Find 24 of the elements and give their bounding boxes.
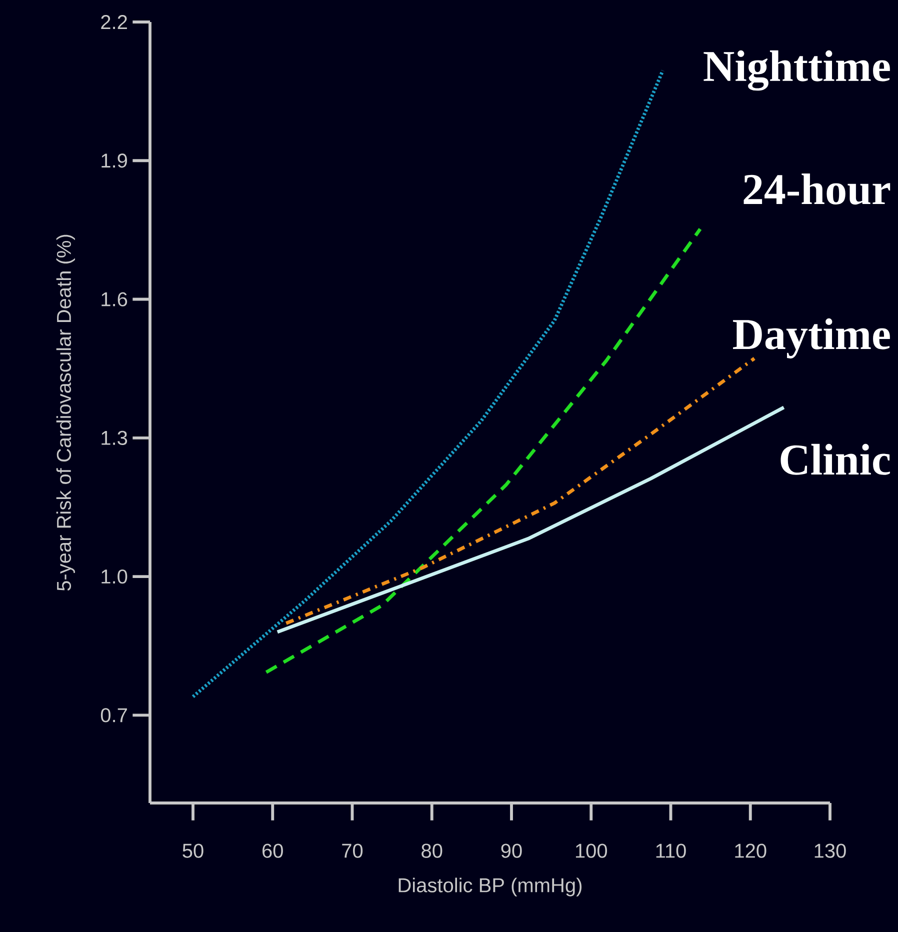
x-tick-label: 130 <box>814 844 846 858</box>
y-tick-label: 1.3 <box>102 430 128 445</box>
y-tick-label: 1.9 <box>102 154 127 168</box>
series-label: Daytime <box>733 318 890 358</box>
x-tick-label: 100 <box>576 844 608 858</box>
x-tick-label: 70 <box>342 844 363 858</box>
x-tick-label: 60 <box>262 844 283 858</box>
series-label: Clinic <box>780 444 890 475</box>
y-tick-label: 0.7 <box>100 708 127 722</box>
x-tick-label: 120 <box>735 844 766 858</box>
y-tick-label: 1.0 <box>102 569 128 584</box>
x-tick-label: 50 <box>182 844 204 858</box>
line-series <box>264 227 702 674</box>
series-label: 24-hour <box>744 173 890 205</box>
series-label: Nighttime <box>704 50 890 91</box>
x-tick-label: 80 <box>422 844 442 858</box>
y-tick-label: 1.6 <box>102 292 128 306</box>
x-axis-title: Diastolic BP (mmHg) <box>398 878 582 896</box>
y-axis-title: 5-year Risk of Cardiovascular Death (%) <box>56 234 75 591</box>
y-tick-label: 2.2 <box>101 15 127 29</box>
line-series <box>284 356 756 625</box>
line-series <box>191 68 665 698</box>
x-tick-label: 90 <box>501 844 522 858</box>
x-tick-label: 110 <box>656 844 686 858</box>
